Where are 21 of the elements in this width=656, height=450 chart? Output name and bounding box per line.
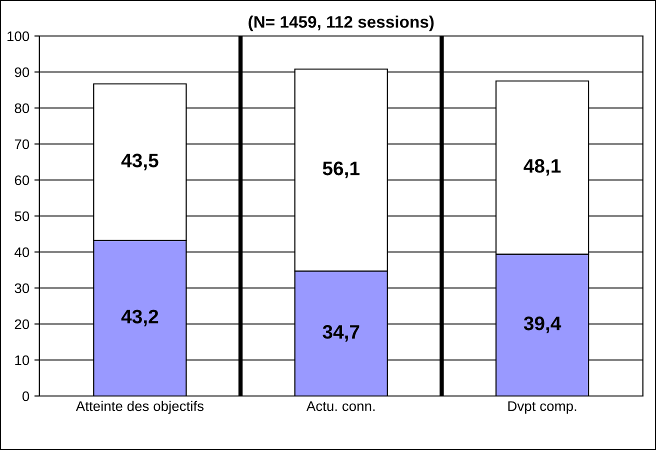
data-label: 34,7: [322, 324, 360, 342]
data-label: 43,5: [121, 154, 158, 170]
y-tick-label: 80: [14, 103, 30, 114]
y-tick-label: 100: [8, 31, 30, 42]
data-label: 39,4: [524, 316, 562, 334]
y-tick-label: 50: [14, 211, 30, 222]
y-tick-label: 90: [14, 67, 30, 78]
y-tick-label: 20: [14, 319, 30, 330]
x-tick-label: Atteinte des objectifs: [76, 400, 204, 414]
y-tick-label: 10: [15, 355, 30, 366]
y-tick-label: 40: [14, 247, 30, 258]
chart-title: (N= 1459, 112 sessions): [248, 16, 434, 32]
y-tick-label: 70: [14, 139, 30, 150]
y-tick-label: 60: [14, 175, 30, 186]
data-label: 56,1: [322, 162, 360, 178]
y-tick-label: 0: [22, 391, 30, 402]
x-tick-label: Actu. conn.: [306, 401, 375, 412]
x-tick-label: Dvpt comp.: [508, 401, 576, 414]
data-label: 43,2: [121, 310, 158, 326]
y-tick-label: 30: [14, 283, 30, 294]
data-label: 48,1: [524, 159, 561, 176]
